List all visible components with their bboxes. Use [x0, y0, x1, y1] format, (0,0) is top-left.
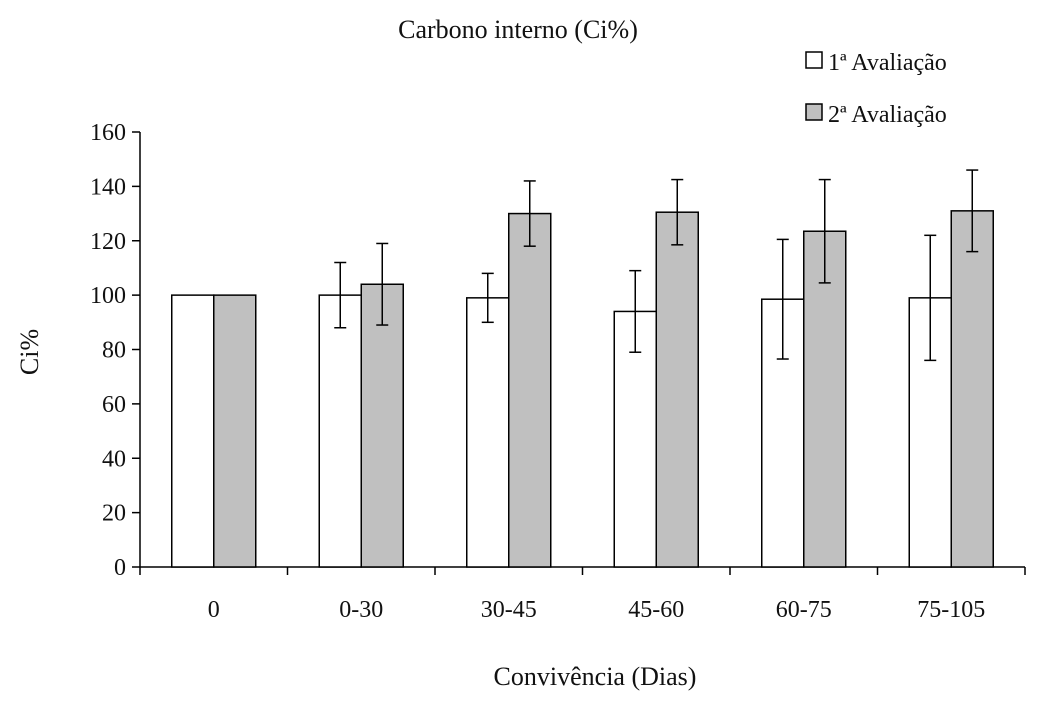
y-tick-label: 80	[102, 338, 126, 364]
bar-series-2	[803, 230, 847, 568]
legend-label-series-1: 1ª Avaliação	[828, 50, 947, 76]
chart-title: Carbono interno (Ci%)	[398, 15, 638, 44]
y-tick-label: 40	[102, 446, 126, 472]
legend-swatch-series-2	[805, 103, 823, 121]
x-axis-label: Convivência (Dias)	[494, 662, 697, 691]
bar-series-2	[213, 294, 257, 568]
bars-group	[171, 210, 994, 568]
y-tick-labels: 0 20 40 60 80 100 120 140 160	[90, 120, 126, 581]
x-tick-label: 30-45	[481, 597, 537, 623]
x-tick-labels: 0 0-30 30-45 45-60 60-75 75-105	[208, 597, 986, 623]
bar-series-2	[508, 212, 552, 568]
y-tick-label: 60	[102, 392, 126, 418]
y-tick-label: 20	[102, 501, 126, 527]
y-tick-label: 160	[90, 120, 126, 146]
y-tick-label: 0	[114, 555, 126, 581]
x-tick-label: 60-75	[776, 597, 832, 623]
y-tick-label: 120	[90, 229, 126, 255]
error-bars-group	[334, 169, 979, 362]
bar-series-1	[318, 294, 362, 568]
y-tick-label: 100	[90, 283, 126, 309]
x-tick-label: 0-30	[339, 597, 383, 623]
axes	[132, 131, 1026, 575]
legend: 1ª Avaliação 2ª Avaliação	[805, 50, 947, 128]
bar-series-2	[655, 211, 699, 568]
bar-series-1	[171, 294, 215, 568]
bar-series-2	[360, 283, 404, 568]
x-tick-label: 0	[208, 597, 220, 623]
y-axis-label: Ci%	[15, 329, 44, 375]
bar-series-1	[466, 297, 510, 568]
y-tick-label: 140	[90, 174, 126, 200]
legend-swatch-series-1	[805, 51, 823, 69]
x-tick-label: 75-105	[917, 597, 985, 623]
bar-series-2	[950, 210, 994, 568]
legend-label-series-2: 2ª Avaliação	[828, 102, 947, 128]
x-tick-label: 45-60	[628, 597, 684, 623]
